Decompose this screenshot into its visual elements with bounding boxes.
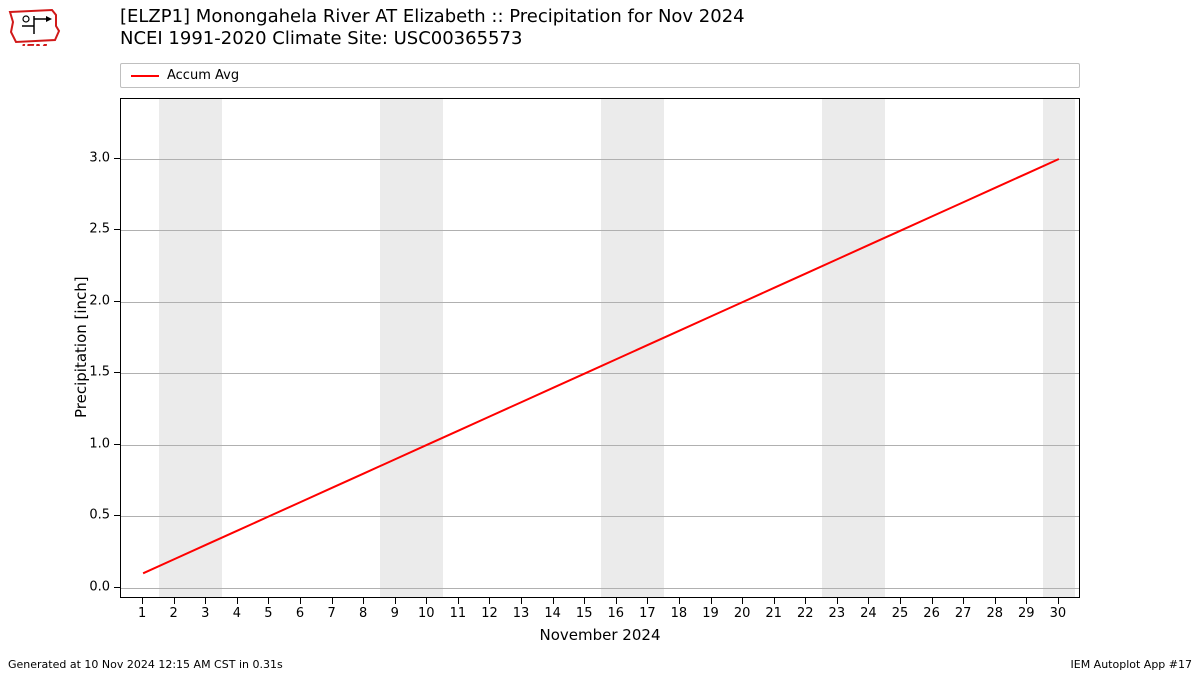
title-line-2: NCEI 1991-2020 Climate Site: USC00365573 — [120, 28, 745, 50]
x-tick — [395, 598, 396, 604]
y-tick-label: 1.0 — [84, 436, 110, 451]
x-tick — [142, 598, 143, 604]
x-tick — [679, 598, 680, 604]
y-tick — [114, 444, 120, 445]
x-tick-label: 22 — [797, 606, 814, 621]
y-tick-label: 2.5 — [84, 222, 110, 237]
footer-app: IEM Autoplot App #17 — [1071, 658, 1193, 671]
svg-text:IEM: IEM — [21, 43, 48, 46]
x-tick — [458, 598, 459, 604]
x-tick-label: 6 — [296, 606, 304, 621]
x-tick — [553, 598, 554, 604]
y-tick — [114, 229, 120, 230]
x-tick-label: 16 — [608, 606, 625, 621]
x-axis-label: November 2024 — [540, 626, 661, 644]
x-tick-label: 1 — [138, 606, 146, 621]
y-tick-label: 1.5 — [84, 365, 110, 380]
x-tick — [616, 598, 617, 604]
x-tick-label: 2 — [170, 606, 178, 621]
footer-generated: Generated at 10 Nov 2024 12:15 AM CST in… — [8, 658, 283, 671]
x-tick-label: 15 — [576, 606, 593, 621]
x-tick — [584, 598, 585, 604]
x-tick-label: 25 — [892, 606, 909, 621]
x-tick-label: 9 — [391, 606, 399, 621]
legend-label: Accum Avg — [167, 68, 239, 83]
x-tick — [711, 598, 712, 604]
x-tick-label: 8 — [359, 606, 367, 621]
y-tick — [114, 372, 120, 373]
x-tick — [268, 598, 269, 604]
x-tick-label: 20 — [734, 606, 751, 621]
chart-title: [ELZP1] Monongahela River AT Elizabeth :… — [120, 6, 745, 50]
x-tick — [868, 598, 869, 604]
x-tick-label: 5 — [264, 606, 272, 621]
x-tick — [521, 598, 522, 604]
x-tick — [174, 598, 175, 604]
x-tick — [332, 598, 333, 604]
title-line-1: [ELZP1] Monongahela River AT Elizabeth :… — [120, 6, 745, 28]
x-tick-label: 30 — [1050, 606, 1067, 621]
legend: Accum Avg — [120, 63, 1080, 88]
x-tick-label: 12 — [481, 606, 498, 621]
x-tick — [837, 598, 838, 604]
x-tick-label: 19 — [702, 606, 719, 621]
y-tick — [114, 587, 120, 588]
x-tick-label: 17 — [639, 606, 656, 621]
plot-area — [120, 98, 1080, 598]
x-tick-label: 21 — [765, 606, 782, 621]
x-tick-label: 29 — [1018, 606, 1035, 621]
x-tick-label: 7 — [327, 606, 335, 621]
x-tick-label: 26 — [923, 606, 940, 621]
x-tick — [742, 598, 743, 604]
x-tick — [932, 598, 933, 604]
x-tick-label: 10 — [418, 606, 435, 621]
y-tick — [114, 301, 120, 302]
x-tick — [963, 598, 964, 604]
x-tick — [237, 598, 238, 604]
x-tick-label: 11 — [450, 606, 467, 621]
x-tick — [995, 598, 996, 604]
y-tick-label: 2.0 — [84, 293, 110, 308]
x-tick — [1058, 598, 1059, 604]
x-tick-label: 14 — [544, 606, 561, 621]
x-tick — [300, 598, 301, 604]
y-tick-label: 0.0 — [84, 579, 110, 594]
legend-swatch — [131, 75, 159, 77]
x-tick — [774, 598, 775, 604]
x-tick — [900, 598, 901, 604]
x-tick — [426, 598, 427, 604]
iem-logo: IEM — [6, 6, 62, 46]
x-tick-label: 18 — [671, 606, 688, 621]
x-tick-label: 13 — [513, 606, 530, 621]
x-tick-label: 3 — [201, 606, 209, 621]
x-tick — [647, 598, 648, 604]
x-tick — [205, 598, 206, 604]
x-tick-label: 28 — [986, 606, 1003, 621]
x-tick — [363, 598, 364, 604]
x-tick-label: 27 — [955, 606, 972, 621]
x-tick — [489, 598, 490, 604]
y-tick — [114, 158, 120, 159]
series-line — [121, 99, 1081, 599]
y-tick — [114, 515, 120, 516]
x-tick-label: 23 — [829, 606, 846, 621]
y-tick-label: 0.5 — [84, 508, 110, 523]
y-tick-label: 3.0 — [84, 151, 110, 166]
x-tick — [1026, 598, 1027, 604]
x-tick-label: 4 — [233, 606, 241, 621]
x-tick-label: 24 — [860, 606, 877, 621]
x-tick — [805, 598, 806, 604]
